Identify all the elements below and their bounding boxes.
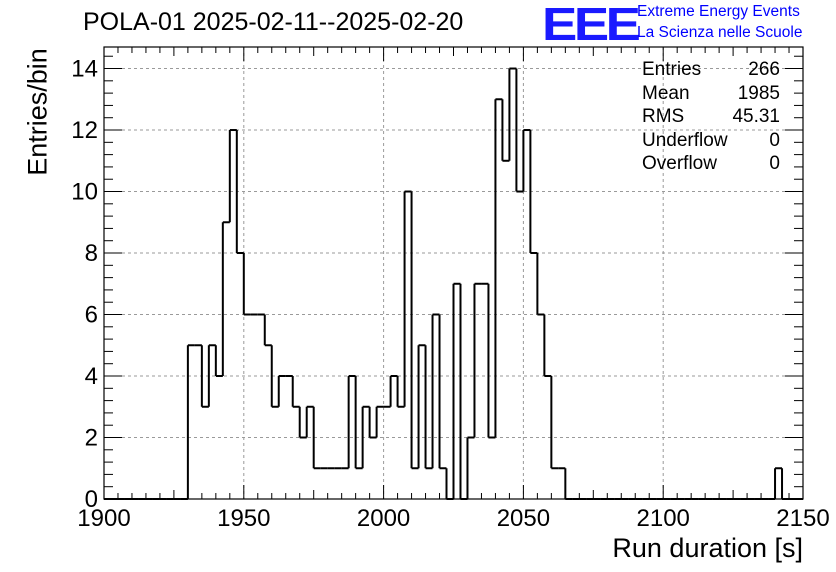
x-tick-label: 1950 (217, 505, 270, 532)
y-tick-label: 10 (71, 179, 98, 206)
stat-row-entries: Entries 266 (642, 58, 780, 82)
y-tick-label: 14 (71, 56, 98, 83)
logo-line-2: La Scienza nelle Scuole (637, 24, 803, 41)
stat-value: 0 (769, 129, 780, 151)
y-tick-label: 4 (85, 363, 98, 390)
logo-line-1: Extreme Energy Events (637, 3, 800, 20)
stat-row-rms: RMS 45.31 (642, 105, 780, 129)
stat-label: Overflow (642, 153, 717, 174)
stat-label: RMS (642, 106, 685, 127)
y-tick-label: 8 (85, 240, 98, 267)
histogram-bins (104, 67, 803, 500)
x-axis-label: Run duration [s] (612, 533, 803, 563)
stat-value: 45.31 (732, 106, 780, 127)
y-tick-label: 2 (85, 425, 98, 452)
stat-value: 266 (748, 59, 780, 80)
tick-labels: 1900 1950 2000 2050 2100 2150 0 2 4 6 8 10 12 14 (71, 56, 829, 532)
stat-row-underflow: Underflow 0 (642, 129, 780, 153)
stat-label: Mean (642, 82, 690, 104)
x-tick-label: 2000 (357, 505, 410, 532)
stat-value: 0 (769, 153, 780, 174)
x-tick-label: 1900 (77, 505, 130, 532)
y-axis-label: Entries/bin (22, 48, 53, 176)
x-tick-label: 2050 (497, 505, 550, 532)
y-tick-label: 12 (71, 117, 98, 144)
stat-row-overflow: Overflow 0 (642, 152, 780, 176)
y-tick-label: 6 (85, 302, 98, 329)
chart-title: POLA-01 2025-02-11--2025-02-20 (83, 8, 464, 36)
eee-logo: EEE (542, 0, 641, 50)
stat-label: Entries (642, 59, 702, 80)
x-tick-label: 2100 (637, 505, 690, 532)
stat-value: 1985 (737, 82, 780, 104)
stats-box: Entries 266 Mean 1985 RMS 45.31 Underflo… (642, 58, 780, 176)
y-tick-label: 0 (85, 486, 98, 513)
stat-row-mean: Mean 1985 (642, 82, 780, 106)
x-tick-label: 2150 (776, 505, 829, 532)
stat-label: Underflow (642, 129, 728, 151)
